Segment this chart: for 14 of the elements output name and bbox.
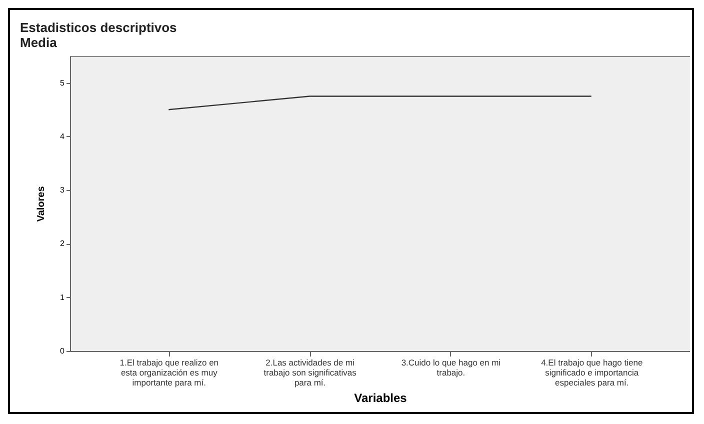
x-tick-label: 1.El trabajo que realizo en esta organización es muy importante para mí.: [120, 358, 219, 388]
x-tick-label: 4.El trabajo que hago tiene significado e importancia especiales para mí.: [541, 358, 643, 388]
y-tick-label: 2: [60, 239, 66, 248]
x-tick-label: 3.Cuido lo que hago en mi trabajo.: [401, 358, 501, 378]
y-tick-label: 5: [60, 78, 66, 88]
y-tick-label: 4: [60, 132, 66, 141]
chart-subtitle: Media: [20, 35, 58, 50]
x-tick-label: 2.Las actividades de mi trabajo son significativas para mí.: [264, 358, 356, 388]
chart-title: Estadisticos descriptivos: [20, 20, 177, 35]
y-tick-label: 0: [60, 346, 66, 356]
x-axis-title: Variables: [354, 391, 408, 405]
y-tick-label: 3: [60, 186, 66, 195]
y-axis-title: Valores: [36, 186, 48, 222]
y-tick-label: 1: [60, 292, 66, 302]
